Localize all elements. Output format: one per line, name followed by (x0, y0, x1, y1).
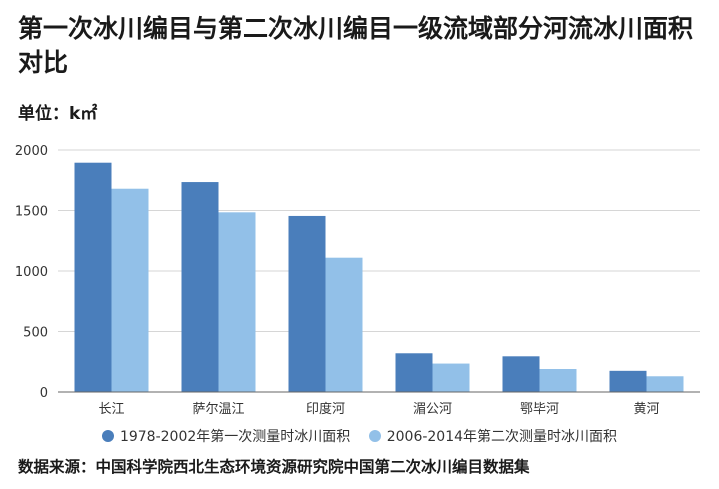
y-tick-label: 1500 (15, 205, 48, 220)
bar-first-survey (395, 353, 433, 392)
bar-second-survey (646, 376, 684, 392)
x-tick-label: 印度河 (306, 401, 345, 417)
y-tick-label: 2000 (15, 144, 48, 159)
y-axis-ticks: 0 500 1000 1500 2000 (15, 144, 48, 401)
x-tick-label: 长江 (98, 402, 124, 417)
bar-first-survey (74, 162, 112, 392)
bar-second-survey (539, 369, 577, 392)
grid-lines (58, 149, 700, 332)
x-axis-ticks: 长江 萨尔温江 印度河 湄公河 鄂毕河 黄河 (98, 401, 659, 417)
y-tick-label: 500 (23, 326, 48, 341)
legend-marker-first-survey (101, 430, 114, 442)
legend-label-first-survey: 1978-2002年第一次测量时冰川面积 (119, 429, 351, 445)
bar-second-survey (325, 257, 363, 392)
unit-label: 单位：k㎡ (18, 104, 98, 124)
bar-second-survey (218, 212, 256, 392)
bar-chart: 0 500 1000 1500 2000 长江 萨尔温江 印度河 湄公河 鄂毕河 黄河 (15, 144, 700, 417)
bar-second-survey (432, 363, 470, 392)
x-tick-label: 萨尔温江 (192, 402, 244, 417)
bar-first-survey (181, 182, 219, 392)
bar-first-survey (609, 370, 647, 392)
legend-marker-second-survey (368, 430, 381, 442)
x-tick-label: 黄河 (633, 402, 659, 417)
legend-item-second-survey: 2006-2014年第二次测量时冰川面积 (368, 426, 618, 446)
data-source: 数据来源：中国科学院西北生态环境资源研究院中国第二次冰川编目数据集 (18, 458, 530, 476)
bar-first-survey (288, 215, 326, 392)
bar-first-survey (502, 356, 540, 392)
legend: 1978-2002年第一次测量时冰川面积 2006-2014年第二次测量时冰川面… (0, 426, 719, 446)
legend-label-second-survey: 2006-2014年第二次测量时冰川面积 (386, 429, 618, 445)
y-tick-label: 1000 (15, 265, 48, 280)
legend-item-first-survey: 1978-2002年第一次测量时冰川面积 (101, 426, 351, 446)
x-tick-label: 鄂毕河 (520, 402, 559, 417)
bar-second-survey (111, 188, 149, 392)
y-tick-label: 0 (40, 386, 48, 401)
x-tick-label: 湄公河 (413, 402, 452, 417)
chart-title: 第一次冰川编目与第二次冰川编目一级流域部分河流冰川面积对比 (18, 14, 694, 77)
bars (74, 162, 684, 392)
